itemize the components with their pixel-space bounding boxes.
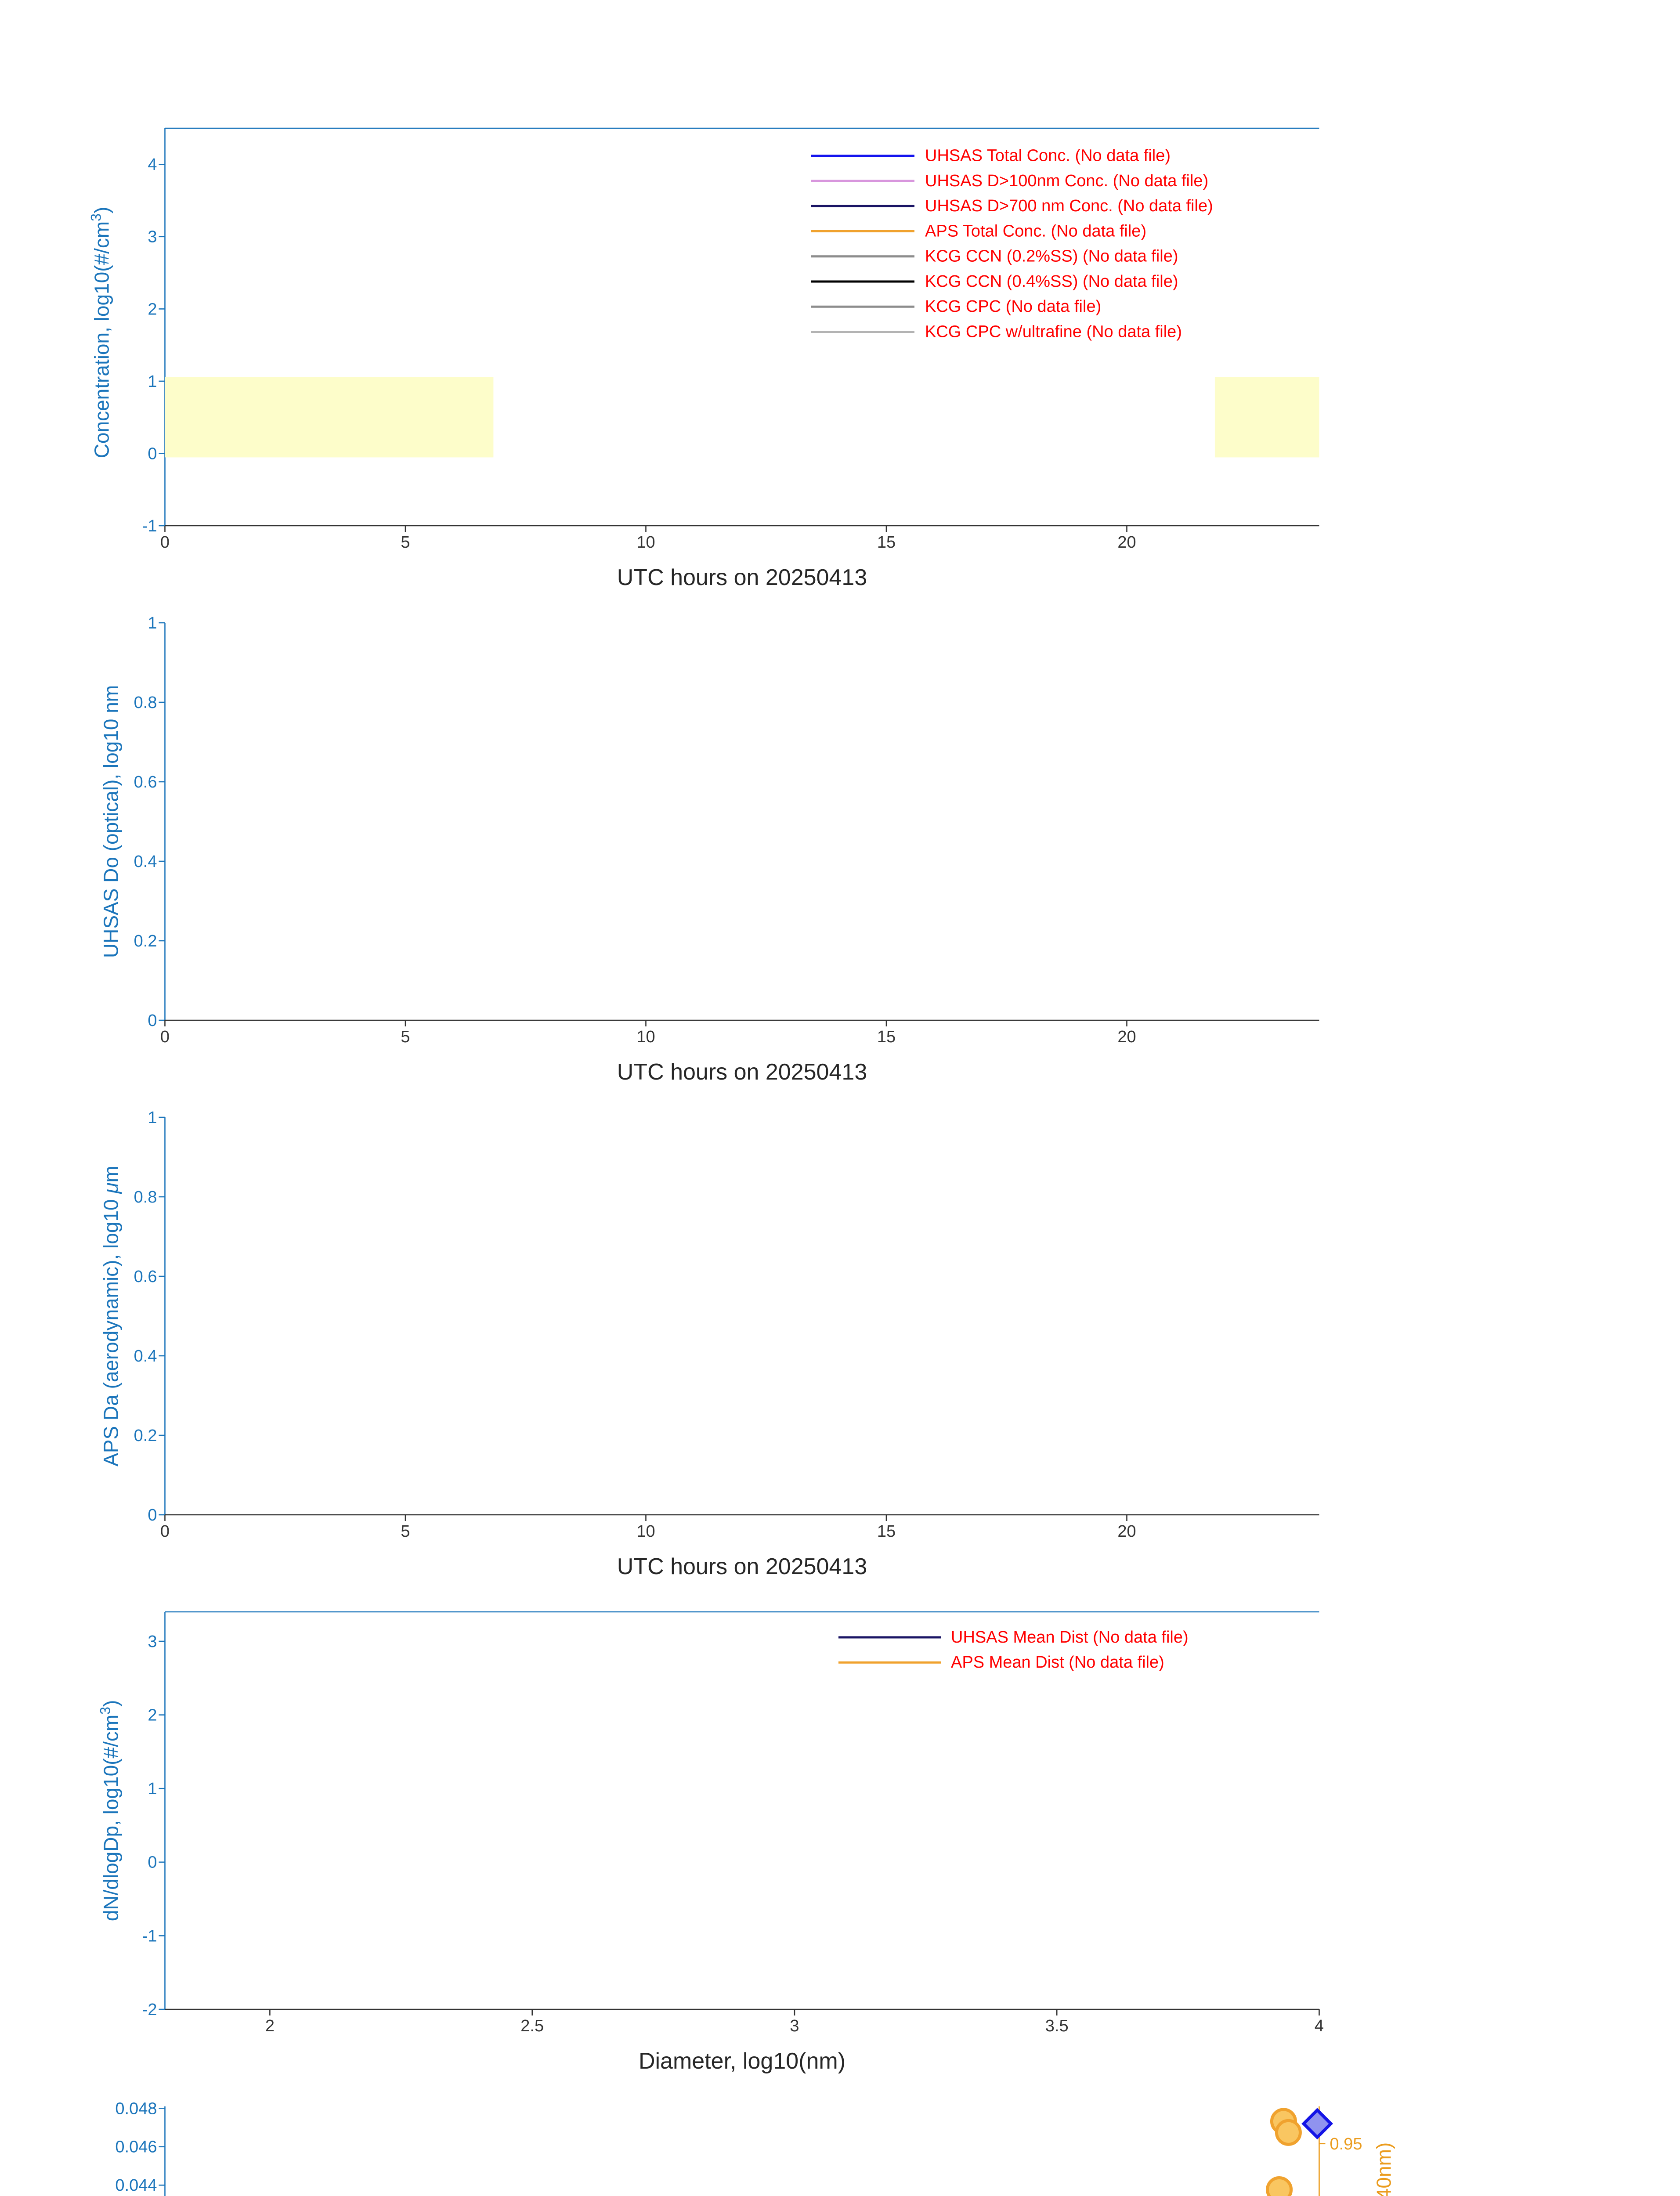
svg-text:2: 2 [148,300,157,318]
svg-text:UHSAS D>100nm Conc. (No data f: UHSAS D>100nm Conc. (No data file) [925,172,1208,190]
svg-text:KCG CPC w/ultrafine (No data f: KCG CPC w/ultrafine (No data file) [925,323,1182,341]
svg-text:UHSAS Total Conc. (No data fil: UHSAS Total Conc. (No data file) [925,147,1171,165]
svg-text:3: 3 [148,1633,157,1651]
svg-text:0: 0 [160,1028,170,1046]
svg-text:0.4: 0.4 [134,1347,157,1365]
svg-text:2: 2 [265,2017,275,2035]
svg-text:0.95: 0.95 [1330,2135,1362,2153]
svg-text:0.6: 0.6 [134,773,157,791]
svg-text:3: 3 [790,2017,799,2035]
svg-text:UHSAS D>700 nm Conc. (No data: UHSAS D>700 nm Conc. (No data file) [925,197,1213,215]
svg-text:0: 0 [160,1522,170,1541]
svg-text:0.2: 0.2 [134,932,157,950]
svg-text:3.5: 3.5 [1045,2017,1069,2035]
svg-text:KCG CCN (0.2%SS) (No data file: KCG CCN (0.2%SS) (No data file) [925,247,1178,266]
svg-text:Concentration, log10(#/cm3): Concentration, log10(#/cm3) [88,207,113,459]
svg-text:0.8: 0.8 [134,1188,157,1206]
svg-text:UHSAS Do (optical), log10 nm: UHSAS Do (optical), log10 nm [100,685,123,958]
svg-text:0: 0 [148,1011,157,1030]
svg-text:1: 1 [148,614,157,632]
svg-text:20: 20 [1117,1028,1136,1046]
svg-text:4: 4 [148,155,157,174]
svg-text:5: 5 [401,1522,410,1541]
svg-text:-1: -1 [142,517,157,535]
svg-text:0.8: 0.8 [134,693,157,712]
svg-text:15: 15 [877,1522,896,1541]
svg-text:15: 15 [877,1028,896,1046]
svg-text:3: 3 [148,228,157,246]
svg-text:1: 1 [148,1780,157,1798]
svg-text:0.044: 0.044 [115,2176,157,2195]
svg-text:UHSAS Mean Dist (No data file): UHSAS Mean Dist (No data file) [951,1628,1189,1647]
svg-text:dN/dlogDp, log10(#/cm3): dN/dlogDp, log10(#/cm3) [98,1700,123,1922]
svg-text:10: 10 [636,1522,655,1541]
svg-text:20: 20 [1117,533,1136,552]
svg-text:-1: -1 [142,1927,157,1945]
svg-text:APS Da (aerodynamic), log10 μm: APS Da (aerodynamic), log10 μm [100,1166,123,1466]
svg-text:2.5: 2.5 [520,2017,544,2035]
svg-text:0: 0 [148,444,157,463]
svg-text:KCG CPC (No data file): KCG CPC (No data file) [925,297,1101,316]
svg-text:4: 4 [1315,2017,1324,2035]
svg-text:20: 20 [1117,1522,1136,1541]
svg-text:1: 1 [148,372,157,391]
svg-text:0.4: 0.4 [134,852,157,871]
svg-text:5: 5 [401,1028,410,1046]
svg-text:APS Mean Dist (No data file): APS Mean Dist (No data file) [951,1653,1164,1672]
svg-text:Diameter, log10(nm): Diameter, log10(nm) [639,2048,845,2074]
svg-text:0: 0 [148,1506,157,1524]
svg-text:UTC hours on 20250413: UTC hours on 20250413 [617,1059,867,1085]
svg-text:15: 15 [877,533,896,552]
svg-text:0: 0 [148,1853,157,1872]
svg-text:0.2: 0.2 [134,1427,157,1445]
svg-text:0: 0 [160,533,170,552]
svg-text:-2: -2 [142,2001,157,2019]
svg-text:Angstrom Exponent (870nm/440nm: Angstrom Exponent (870nm/440nm) [1373,2142,1395,2196]
svg-text:UTC hours on 20250413: UTC hours on 20250413 [617,1554,867,1579]
svg-text:10: 10 [636,1028,655,1046]
svg-text:0.6: 0.6 [134,1268,157,1286]
svg-text:1: 1 [148,1109,157,1127]
svg-text:KCG CCN (0.4%SS) (No data file: KCG CCN (0.4%SS) (No data file) [925,272,1178,291]
svg-text:UTC hours on 20250413: UTC hours on 20250413 [617,565,867,590]
svg-text:5: 5 [401,533,410,552]
svg-text:2: 2 [148,1706,157,1725]
svg-text:0.046: 0.046 [115,2138,157,2156]
svg-text:0.048: 0.048 [115,2099,157,2118]
svg-text:APS Total Conc. (No data file): APS Total Conc. (No data file) [925,222,1146,241]
svg-text:10: 10 [636,533,655,552]
